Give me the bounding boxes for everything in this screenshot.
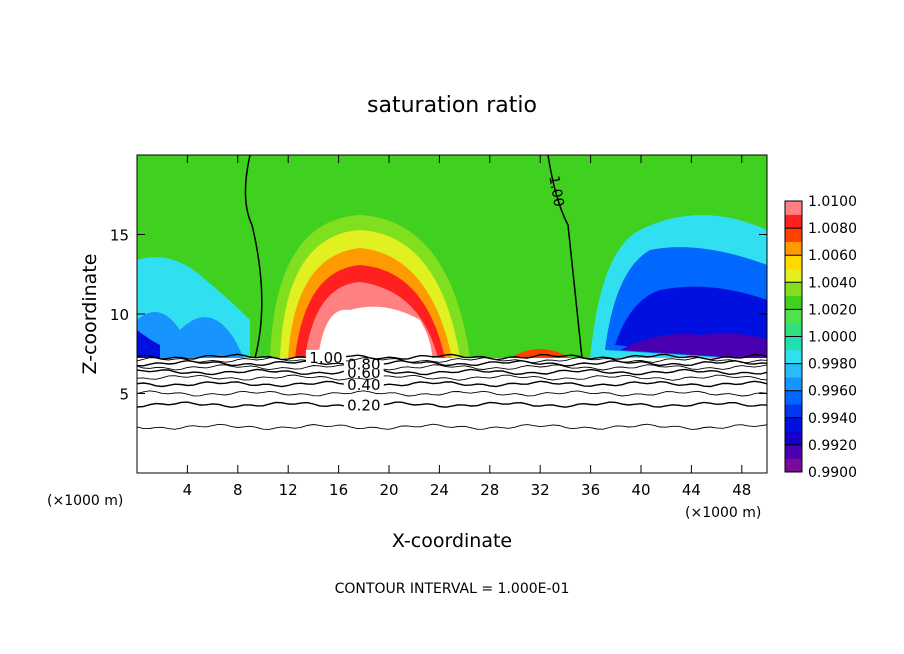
footer: CONTOUR INTERVAL = 1.000E-01 <box>335 581 570 597</box>
y-unit: (×1000 m) <box>47 493 123 509</box>
contour-label-bg <box>343 397 384 411</box>
contour-line <box>136 357 768 364</box>
colorbar-band <box>785 336 802 351</box>
colorbar-band <box>785 241 802 256</box>
x-tick-label: 16 <box>329 481 348 499</box>
colorbar-tick-label: 1.0020 <box>808 302 857 318</box>
contour-label: 0.40 <box>347 376 380 394</box>
x-axis-label: X-coordinate <box>392 530 512 552</box>
colorbar-band <box>785 417 802 432</box>
colorbar-band <box>785 458 802 473</box>
x-tick-label: 8 <box>233 481 243 499</box>
y-tick-label: 10 <box>110 306 129 324</box>
x-tick-label: 40 <box>631 481 650 499</box>
field-contour-label: 1.00 <box>545 175 566 208</box>
colorbar-tick-label: 1.0000 <box>808 330 857 346</box>
colorbar-band <box>785 201 802 215</box>
color-field <box>137 155 767 473</box>
contour-label: 1.00 <box>309 349 342 367</box>
x-tick-label: 44 <box>682 481 701 499</box>
x-tick-label: 12 <box>279 481 298 499</box>
y-tick-label: 5 <box>119 386 129 404</box>
x-tick-label: 4 <box>183 481 193 499</box>
colorbar-tick-label: 1.0100 <box>808 194 857 210</box>
colorbar-band <box>785 228 802 242</box>
colorbar-tick-label: 0.9920 <box>808 438 857 454</box>
colorbar-tick-label: 0.9900 <box>808 465 857 481</box>
colorbar-band <box>785 363 802 378</box>
x-tick-label: 48 <box>732 481 751 499</box>
plot-frame <box>136 154 768 474</box>
x-tick-label: 24 <box>430 481 449 499</box>
colorbar-band <box>785 350 802 364</box>
y-tick-label: 15 <box>110 227 129 245</box>
contour-line <box>136 364 768 371</box>
x-tick-label: 36 <box>581 481 600 499</box>
contour-line <box>136 359 768 367</box>
contour-label-bg <box>343 376 384 390</box>
colorbar-band <box>785 404 802 419</box>
contour-line <box>136 390 768 397</box>
colorbar-band <box>785 431 802 446</box>
colorbar-tick-label: 0.9960 <box>808 384 857 400</box>
plot: 4 8 12 16 20 24 28 32 36 40 44 48510150.200.400.600… <box>110 155 857 499</box>
contour-line <box>136 401 768 409</box>
colorbar-band <box>785 377 802 391</box>
contour-label-bg <box>343 356 384 370</box>
colorbar-band <box>785 322 802 337</box>
colorbar-tick-label: 0.9980 <box>808 357 857 373</box>
colorbar-band <box>785 309 802 324</box>
x-tick-label: 20 <box>379 481 398 499</box>
colorbar-band <box>785 390 802 405</box>
contour-line <box>136 423 768 430</box>
colorbar-tick-label: 1.0080 <box>808 221 857 237</box>
contour-label: 0.20 <box>347 397 380 415</box>
contour-line <box>136 368 768 376</box>
contour-label-bg <box>306 349 346 363</box>
x-tick-label: 28 <box>480 481 499 499</box>
x-tick-label: 32 <box>531 481 550 499</box>
colorbar-tick-label: 1.0040 <box>808 275 857 291</box>
x-unit: (×1000 m) <box>685 505 761 521</box>
colorbar-band <box>785 444 802 459</box>
colorbar-band <box>785 282 802 297</box>
y-axis-label: Z-coordinate <box>79 254 101 375</box>
colorbar-band <box>785 255 802 270</box>
colorbar-tick-label: 1.0060 <box>808 248 857 264</box>
colorbar-band <box>785 268 802 283</box>
contour-line <box>136 380 768 388</box>
colorbar-tick-label: 0.9940 <box>808 411 857 427</box>
contour-line <box>136 353 768 361</box>
colorbar-band <box>785 214 802 229</box>
chart-title: saturation ratio <box>367 93 537 118</box>
colorbar-band <box>785 295 802 310</box>
contour-line <box>136 374 768 381</box>
